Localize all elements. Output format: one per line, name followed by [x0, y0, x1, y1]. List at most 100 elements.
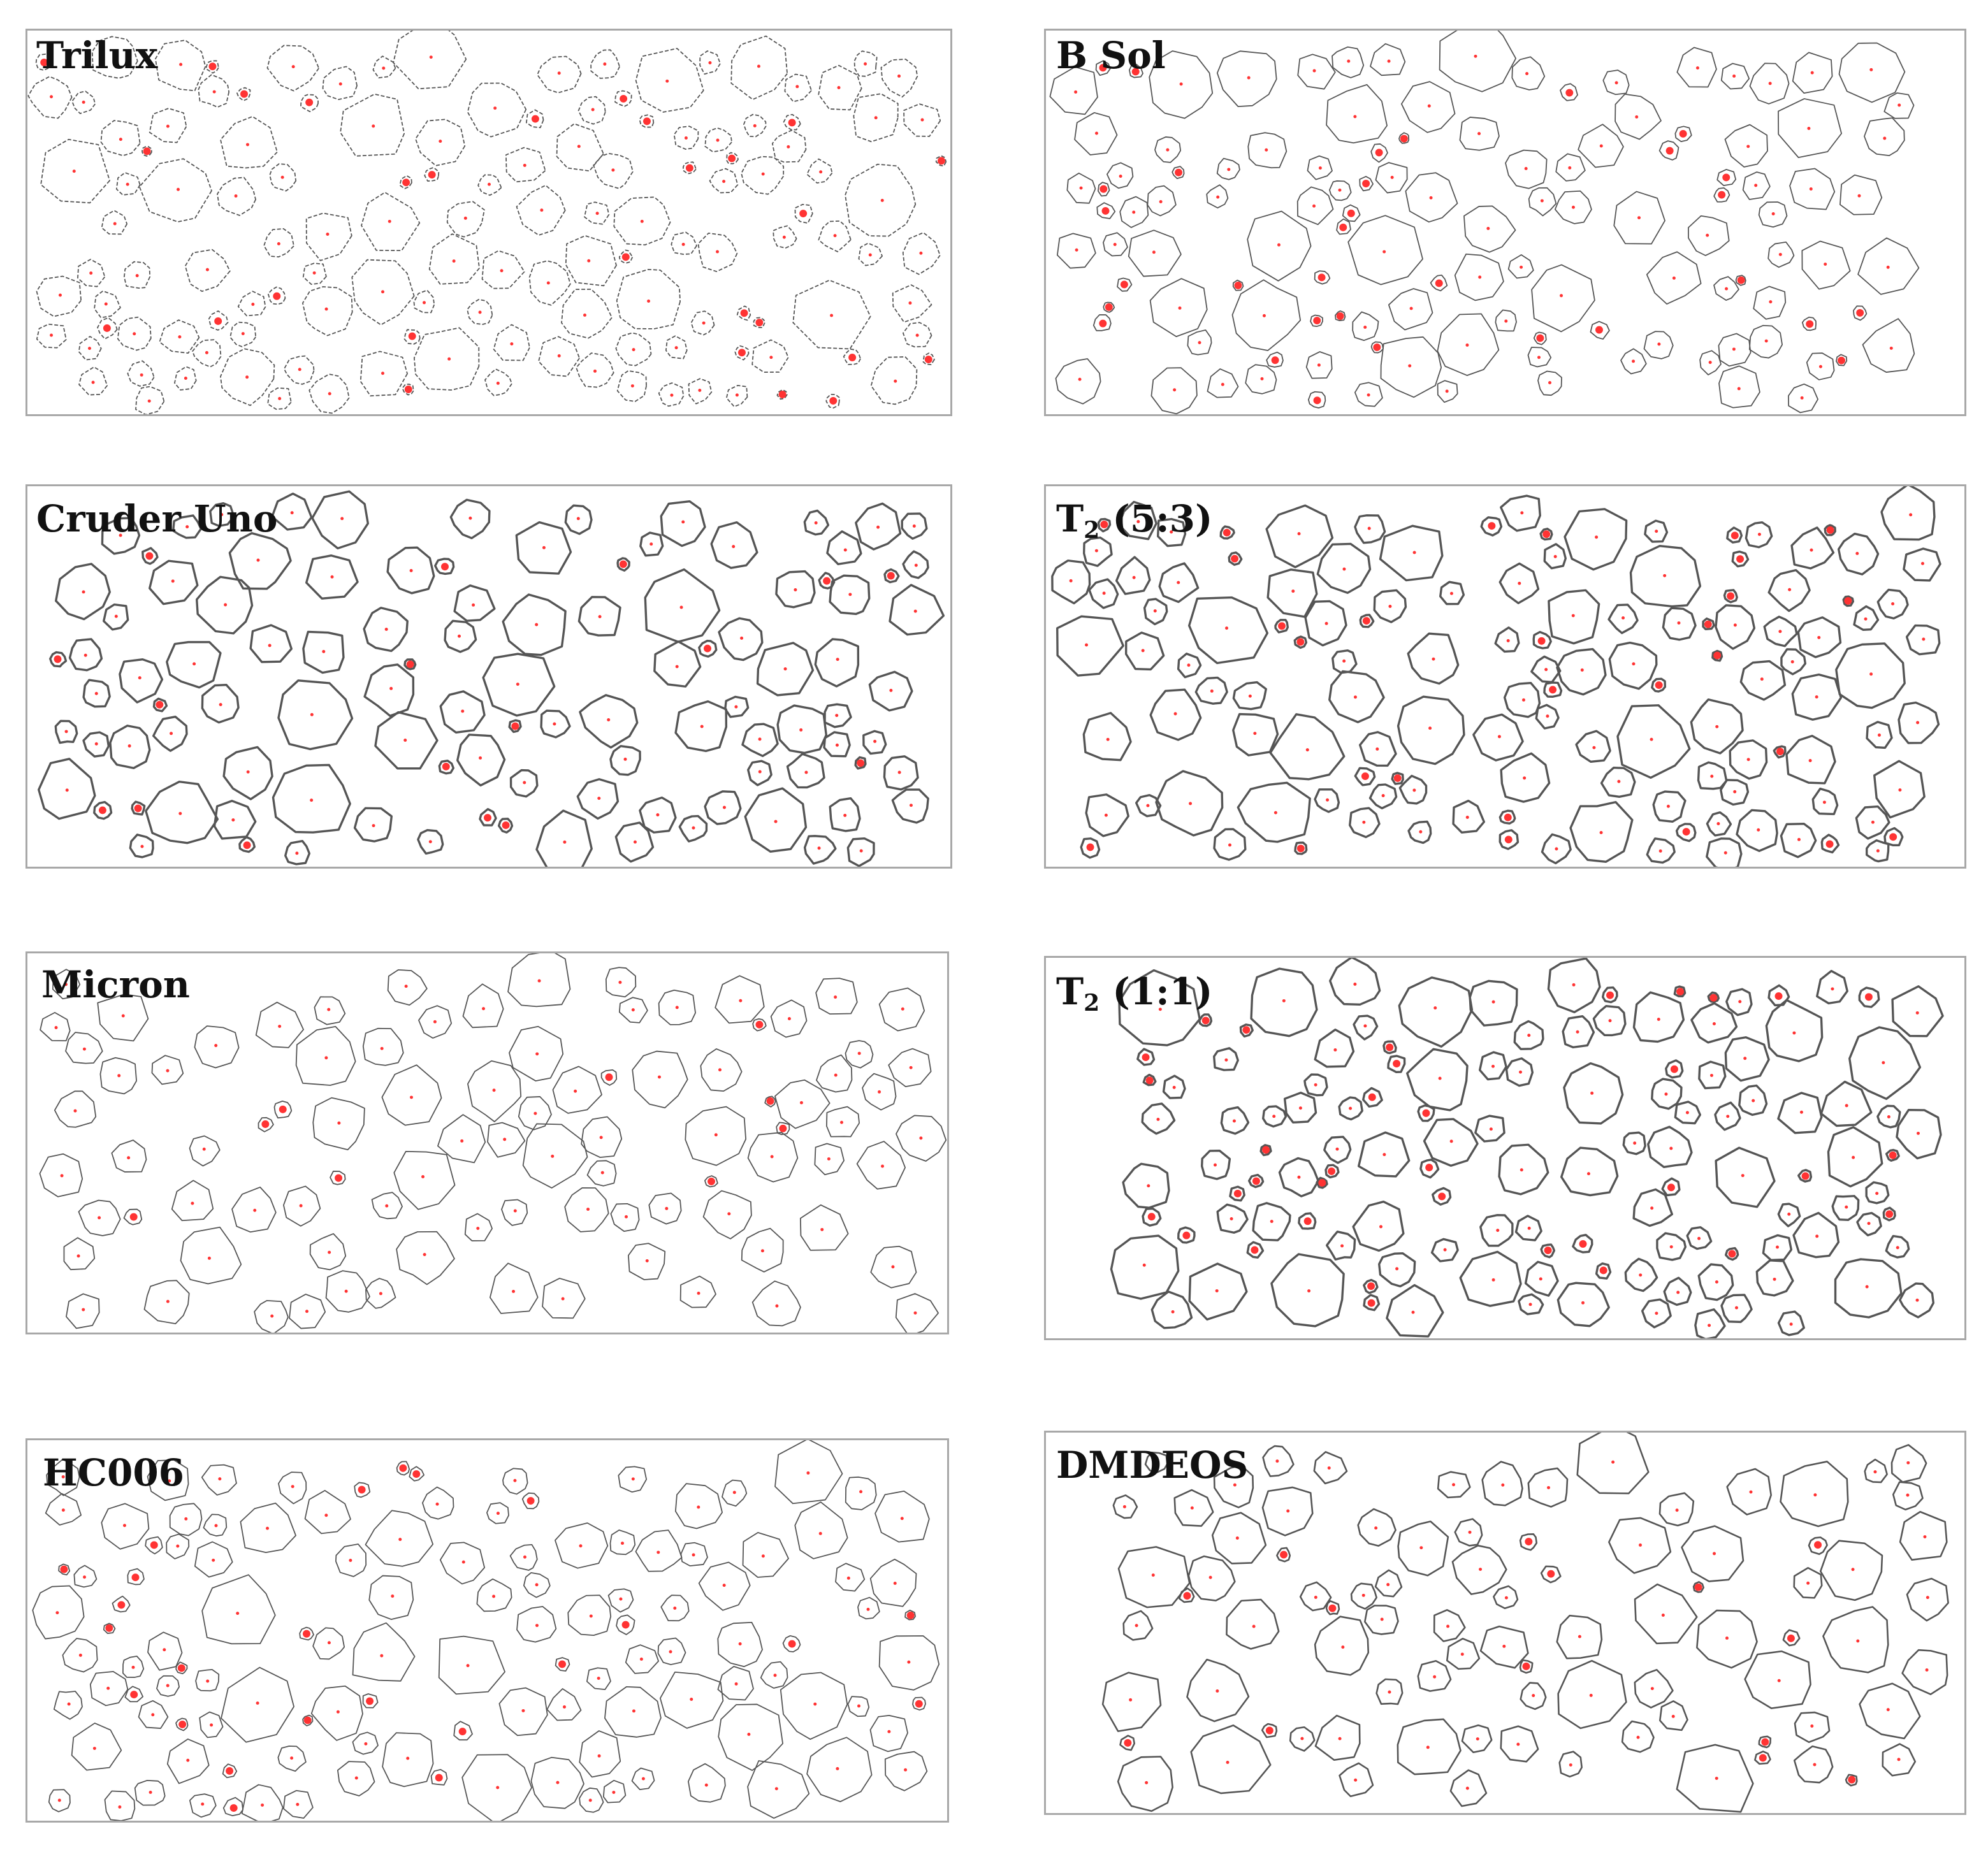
centroid-marker: [1560, 294, 1564, 298]
centroid-marker: [1282, 999, 1286, 1002]
cell-outline: [609, 745, 641, 776]
centroid-marker: [619, 1597, 623, 1601]
centroid-marker: [324, 307, 328, 311]
centroid-marker: [1749, 1490, 1753, 1494]
cell-outline: [1540, 1243, 1556, 1259]
cell-outline: [674, 1483, 723, 1529]
cell-outline: [66, 1293, 100, 1329]
centroid-marker: [468, 516, 472, 520]
centroid-marker: [298, 368, 301, 372]
centroid-marker: [1886, 265, 1890, 269]
centroid-marker: [380, 1654, 384, 1658]
centroid-marker: [595, 212, 599, 215]
cell-outline: [776, 389, 788, 400]
centroid-marker: [876, 525, 880, 529]
centroid-marker: [563, 840, 567, 844]
centroid-marker: [1736, 555, 1745, 563]
cell-outline: [1198, 1013, 1213, 1027]
centroid-marker: [1769, 300, 1773, 304]
centroid-marker: [1715, 725, 1719, 728]
centroid-marker: [605, 1073, 613, 1081]
centroid-marker: [722, 806, 726, 809]
centroid-marker: [633, 840, 637, 844]
cell-outline: [1845, 1774, 1858, 1787]
centroid-marker: [1124, 1738, 1132, 1747]
centroid-marker: [857, 1704, 860, 1708]
centroid-marker: [452, 259, 456, 263]
cell-outline: [1906, 1577, 1949, 1622]
cell-outline: [1674, 1101, 1702, 1125]
cell-outline: [493, 324, 530, 361]
cell-outline: [1117, 1756, 1173, 1812]
centroid-marker: [150, 1541, 158, 1549]
cell-outline: [1150, 367, 1198, 414]
centroid-marker: [1527, 1226, 1531, 1230]
cell-outline: [453, 1721, 473, 1741]
cell-outline: [1641, 1298, 1672, 1329]
centroid-marker: [1727, 592, 1735, 600]
cell-outline: [535, 809, 593, 867]
centroid-marker: [1275, 1459, 1279, 1463]
centroid-marker: [1328, 1604, 1337, 1612]
centroid-marker: [268, 644, 272, 647]
centroid-marker: [1339, 223, 1347, 231]
cell-outline: [337, 1761, 375, 1796]
cell-outline: [1097, 182, 1110, 197]
centroid-marker: [207, 1256, 211, 1260]
cell-outline: [151, 1055, 184, 1085]
cell-outline: [1316, 542, 1372, 595]
cell-outline: [374, 711, 439, 770]
cell-outline: [222, 1796, 243, 1817]
cell-outline: [172, 514, 202, 539]
centroid-marker: [1428, 726, 1432, 730]
centroid-marker: [82, 1308, 85, 1312]
centroid-marker: [1099, 185, 1108, 193]
cell-outline: [1621, 1720, 1655, 1753]
centroid-marker: [774, 1787, 778, 1791]
centroid-marker: [1224, 1058, 1228, 1062]
cell-outline: [169, 1503, 203, 1536]
centroid-marker: [1799, 1110, 1803, 1114]
cell-outline: [1720, 779, 1750, 806]
cell-outline: [710, 521, 758, 569]
cell-outline: [1763, 616, 1798, 647]
cell-outline: [502, 593, 567, 656]
cell-outline: [744, 787, 808, 853]
centroid-marker: [1106, 737, 1110, 741]
cell-outline: [1400, 81, 1456, 133]
cell-outline: [1213, 1047, 1239, 1071]
cell-outline: [1250, 967, 1318, 1037]
cell-outline: [152, 715, 188, 752]
centroid-marker: [1172, 1085, 1176, 1089]
cell-outline: [1359, 614, 1375, 628]
centroid-marker: [391, 1594, 395, 1598]
cell-outline: [521, 1492, 540, 1510]
cell-outline: [901, 512, 928, 540]
cell-outline: [609, 1529, 636, 1556]
cell-outline: [1439, 31, 1517, 92]
centroid-marker: [914, 563, 918, 567]
centroid-marker: [937, 157, 945, 165]
centroid-marker: [839, 1120, 843, 1124]
cell-map-cruder-uno: [38, 490, 945, 867]
centroid-marker: [775, 1304, 779, 1308]
centroid-marker: [1501, 1483, 1505, 1487]
panel-t2-1-1: T2 (1:1): [1044, 956, 1966, 1340]
centroid-marker: [1074, 90, 1078, 94]
centroid-marker: [435, 1774, 443, 1782]
cell-outline: [147, 1459, 189, 1501]
centroid-marker: [630, 384, 634, 388]
cell-outline: [843, 348, 861, 365]
cell-outline: [49, 651, 68, 668]
centroid-marker: [1154, 1461, 1158, 1464]
centroid-marker: [1592, 746, 1596, 749]
cell-outline: [1049, 66, 1098, 115]
cell-outline: [783, 113, 801, 131]
centroid-marker: [641, 1777, 645, 1781]
cell-outline: [1778, 98, 1842, 159]
cell-outline: [1150, 1290, 1193, 1329]
cell-outline: [1085, 793, 1129, 837]
cell-outline: [1533, 331, 1547, 345]
centroid-marker: [117, 1074, 121, 1078]
cell-outline: [1758, 1735, 1772, 1749]
